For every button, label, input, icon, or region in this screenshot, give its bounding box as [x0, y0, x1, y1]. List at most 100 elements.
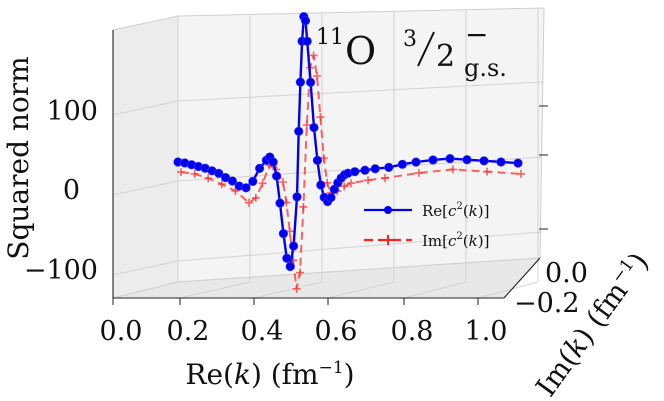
x-tick-label-3: 0.6: [315, 316, 358, 347]
series-re-marker-22: [292, 192, 302, 202]
series-re-marker-23: [294, 126, 304, 136]
legend-im-pre: Im[: [422, 232, 448, 250]
series-re-marker-21: [289, 241, 299, 251]
title-state: g.s.: [464, 54, 507, 82]
series-re-marker-11: [248, 176, 258, 186]
x-tick-label-4: 0.8: [391, 316, 434, 347]
z-tick-label-1: 0: [63, 175, 80, 206]
series-im-marker-26: [340, 182, 349, 191]
title-spin-den: 2: [436, 39, 455, 74]
series-im-marker-14: [292, 284, 301, 293]
title-spin-num: 3: [403, 27, 417, 52]
legend-im-sup: 2: [456, 231, 462, 242]
chart-panes: [112, 7, 545, 299]
series-im-marker-21: [316, 113, 325, 122]
series-re-marker-41: [350, 167, 360, 177]
series-im-marker-15: [296, 268, 304, 277]
x-grid-floor-2: [253, 281, 323, 299]
series-im-marker-28: [364, 176, 372, 185]
series-re-marker-50: [479, 156, 489, 166]
series-re-marker-10: [241, 183, 251, 193]
x-label-main: Re(: [185, 358, 234, 391]
series-re-marker-44: [384, 162, 394, 172]
series-re-marker-15: [268, 157, 278, 167]
series-re-marker-35: [326, 192, 336, 203]
series-im-marker-27: [347, 179, 355, 188]
series-re-marker-31: [312, 155, 323, 165]
legend-item-im: Im[c2(k)]: [364, 231, 489, 250]
series-im-marker-33: [517, 169, 525, 178]
series-im-marker-10: [279, 178, 287, 186]
series-im-marker-32: [483, 167, 491, 176]
z-grid-left-2: [112, 260, 179, 276]
series-im-marker-16: [299, 202, 308, 211]
legend-marker-im: [383, 235, 393, 245]
x-label-var: k: [234, 358, 251, 391]
chart-title: 11 O 3 2 − g.s.: [316, 18, 507, 82]
series-re-marker-47: [428, 155, 438, 165]
series-re-marker-46: [411, 157, 421, 167]
series-im-marker-6: [251, 193, 260, 202]
series-im-marker-7: [258, 179, 267, 188]
x-grid-floor-3: [327, 281, 395, 299]
legend-re-var: c: [448, 202, 457, 220]
z-tick-label-2: −100: [24, 255, 98, 286]
series-re-marker-42: [360, 165, 370, 175]
series-im-marker-19: [309, 51, 318, 60]
series-re-marker-27: [300, 16, 311, 26]
legend-re-pre: Re[: [422, 202, 448, 220]
x-grid-floor-1: [179, 281, 251, 299]
x-axis-label: Re(k) (fm−1): [185, 358, 354, 391]
x-tick-label-1: 0.2: [167, 316, 210, 347]
svg-text:Re[c2(k)]: Re[c2(k)]: [422, 201, 489, 220]
series-layer: [173, 12, 525, 293]
z-grid-back-0: [177, 81, 543, 102]
series-im-marker-2: [204, 174, 213, 183]
legend: Re[c2(k)] Im[c2(k)]: [364, 201, 489, 250]
legend-re-post: )]: [478, 202, 490, 220]
svg-text:Re(k) (fm−1): Re(k) (fm−1): [185, 358, 354, 391]
title-nucleus: O: [345, 29, 376, 73]
series-re-marker-45: [397, 159, 408, 169]
series-re-marker-52: [513, 158, 523, 168]
x-label-units: ) (fm: [251, 358, 319, 391]
title-parity: −: [465, 18, 488, 51]
series-im-marker-30: [415, 168, 423, 177]
legend-re-sup: 2: [456, 201, 462, 212]
y-tick-label-0: 0.0: [545, 258, 588, 289]
legend-im-mid: (: [463, 232, 469, 250]
series-re-marker-20: [285, 261, 295, 272]
legend-item-re: Re[c2(k)]: [364, 201, 489, 220]
series-re-marker-16: [272, 171, 282, 181]
legend-marker-re: [384, 206, 392, 214]
series-re-marker-18: [278, 228, 289, 239]
grid-lines: [112, 8, 543, 299]
series-im-marker-17: [302, 121, 311, 130]
series-re-marker-28: [302, 36, 312, 46]
series-re-marker-48: [445, 154, 455, 164]
series-im-marker-3: [217, 180, 226, 189]
z-tick-label-0: 100: [46, 96, 98, 127]
series-re-marker-49: [462, 155, 472, 165]
series-re-marker-8: [227, 176, 237, 186]
x-label-exp: −1: [319, 358, 344, 378]
legend-im-post: )]: [478, 232, 490, 250]
z-grid-left-1: [112, 180, 179, 196]
series-re-marker-6: [214, 168, 224, 178]
y-axis-line: [503, 257, 541, 299]
legend-re-mid: (: [463, 202, 469, 220]
series-re-marker-19: [282, 253, 292, 263]
series-re-marker-12: [255, 163, 265, 173]
series-im-marker-29: [381, 174, 389, 183]
x-grid-floor-0: [112, 281, 179, 299]
series-re-marker-24: [295, 77, 306, 87]
y-tick-label-1: −0.2: [514, 288, 580, 319]
z-grid-back-2: [177, 231, 543, 262]
z-axis-label: Squared norm: [2, 56, 35, 259]
legend-im-var2: k: [469, 232, 478, 250]
series-re-marker-51: [496, 157, 506, 167]
x-tick-label-5: 1.0: [465, 316, 508, 347]
series-re-marker-29: [306, 77, 316, 87]
